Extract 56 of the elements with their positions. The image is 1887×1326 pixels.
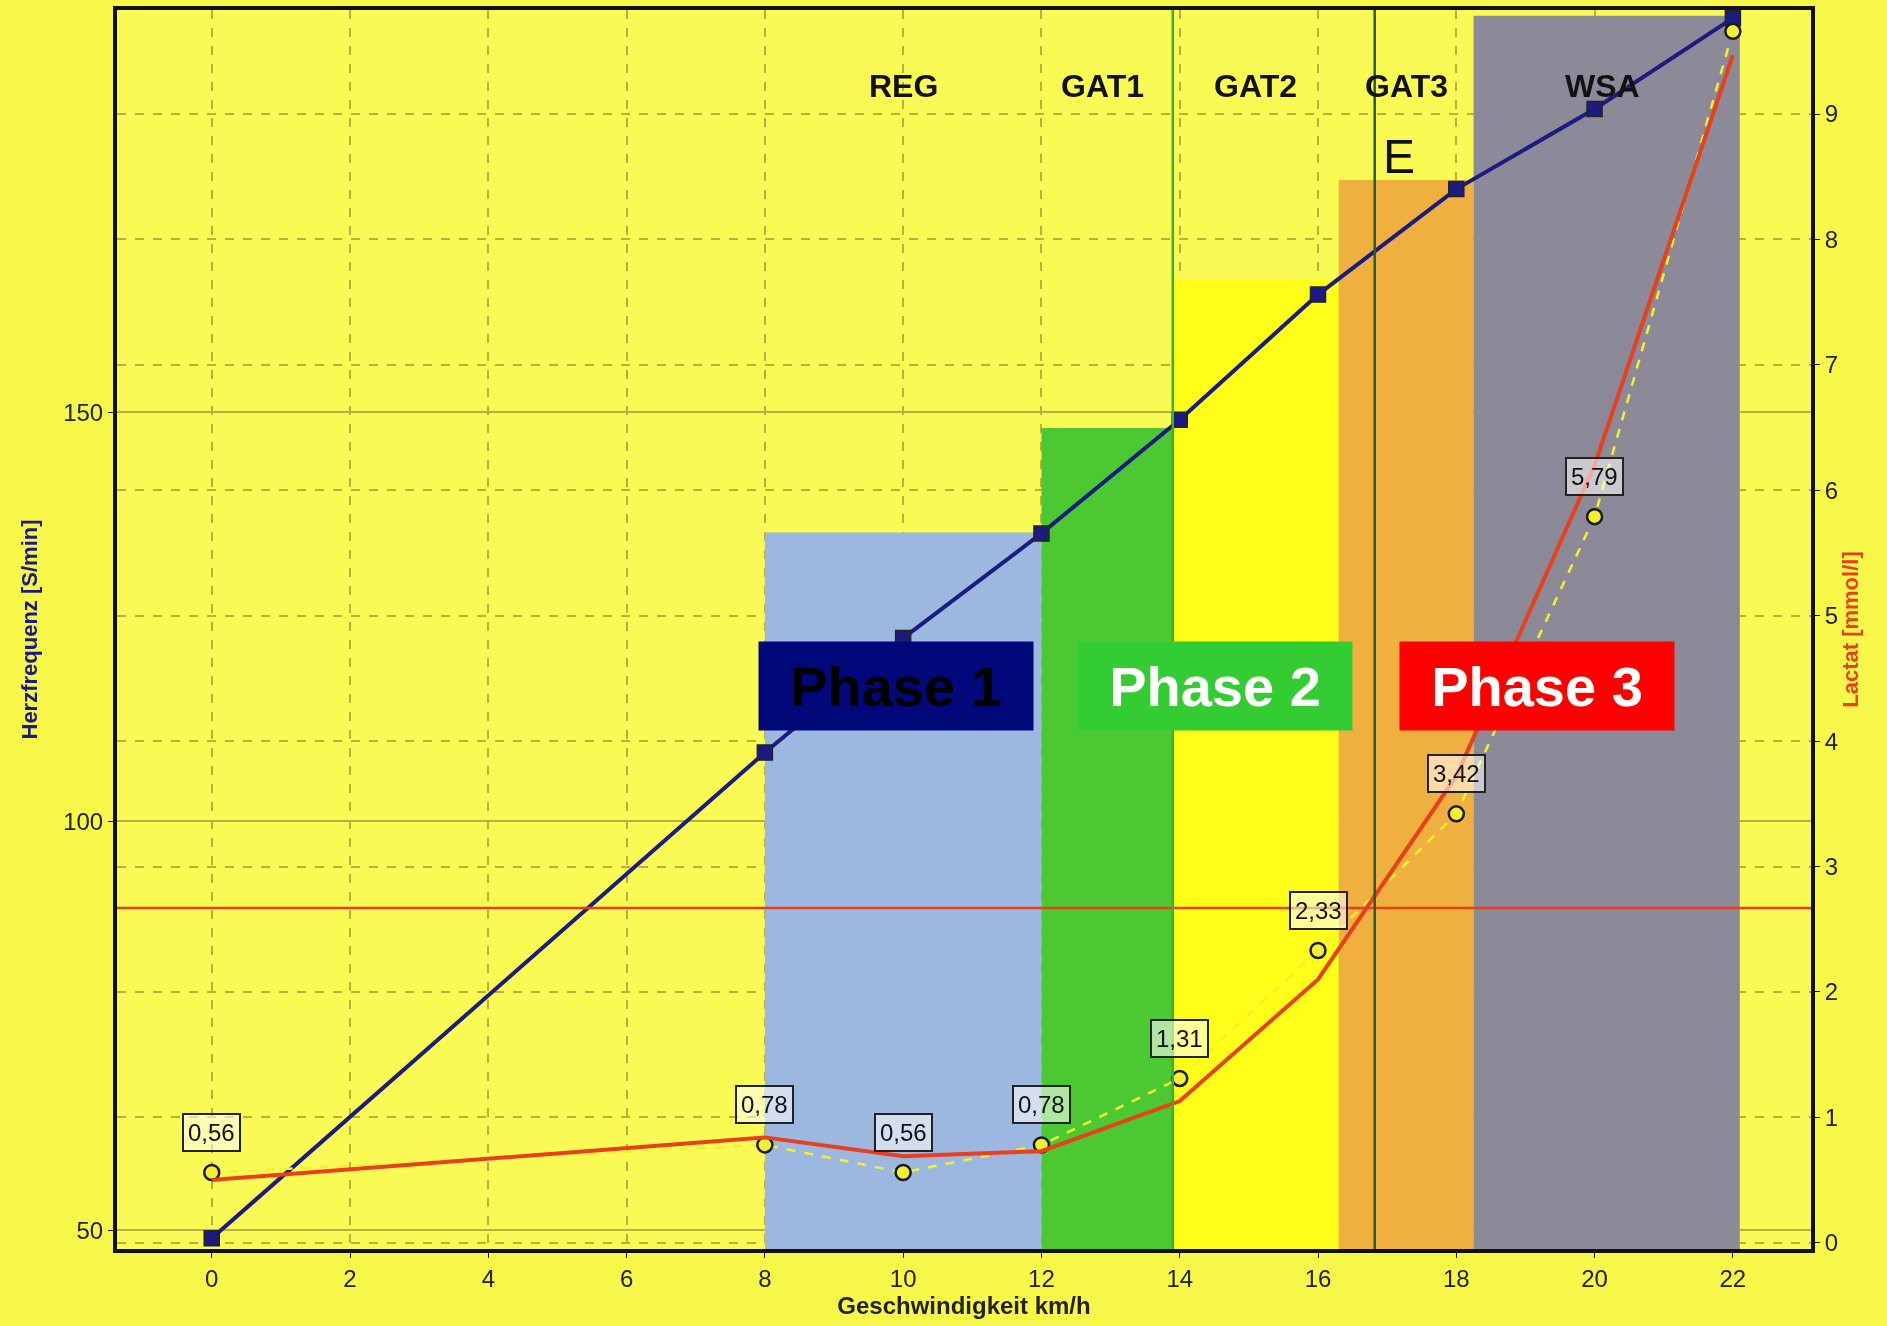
point: [894, 1163, 912, 1182]
x-tick-label: 4: [481, 1264, 495, 1292]
y2-tick-label: 5: [1824, 602, 1839, 630]
point: [1586, 100, 1603, 118]
y-tick-label: 100: [63, 807, 104, 835]
x-tick-label: 0: [205, 1264, 219, 1292]
point: [756, 744, 774, 761]
data-label: 0,78: [1018, 1091, 1065, 1118]
y2-tick-label: 8: [1824, 225, 1839, 253]
x-tick-label: 8: [758, 1264, 772, 1292]
ref-line-label: E: [1383, 130, 1416, 183]
annotation: Phase 1: [790, 654, 1002, 718]
annotation: GAT2: [1214, 68, 1297, 104]
annotation: Phase 2: [1109, 654, 1321, 718]
y-axis-title: Herzfrequenz [S/min]: [17, 519, 43, 740]
y2-tick-label: 9: [1824, 100, 1839, 128]
annotation: GAT1: [1061, 68, 1144, 104]
y2-axis-title: Lactat [mmol/l]: [1838, 551, 1864, 708]
x-tick-label: 22: [1719, 1264, 1747, 1292]
point: [1585, 507, 1604, 526]
x-tick-label: 12: [1028, 1264, 1055, 1292]
data-label: 0,78: [741, 1091, 788, 1118]
x-axis-title: Geschwindigkeit km/h: [837, 1291, 1091, 1319]
y2-tick-label: 4: [1824, 727, 1839, 755]
point: [1033, 525, 1050, 542]
point: [1309, 286, 1327, 303]
data-label: 0,56: [188, 1119, 235, 1146]
data-label: 2,33: [1295, 897, 1342, 924]
point: [1309, 941, 1327, 960]
x-tick-label: 20: [1581, 1264, 1608, 1292]
point: [1170, 1069, 1189, 1088]
point: [1447, 805, 1466, 823]
y2-tick-label: 7: [1824, 351, 1839, 379]
point: [203, 1230, 220, 1247]
y2-tick-label: 2: [1824, 978, 1839, 1006]
x-tick-label: 18: [1442, 1264, 1470, 1292]
y-tick-label: 150: [63, 398, 104, 426]
y-tick-label: 50: [76, 1216, 104, 1244]
y2-tick-label: 3: [1824, 852, 1839, 880]
point: [1448, 180, 1465, 198]
x-tick-label: 6: [619, 1264, 634, 1292]
data-label: 0,56: [880, 1119, 927, 1146]
y2-tick-label: 1: [1824, 1103, 1839, 1131]
point: [1724, 22, 1742, 41]
x-tick-label: 2: [343, 1264, 357, 1292]
x-tick-label: 10: [889, 1264, 917, 1292]
x-tick-label: 16: [1304, 1264, 1332, 1292]
annotation: REG: [869, 68, 939, 104]
y2-tick-label: 6: [1824, 476, 1839, 504]
annotation: Phase 3: [1431, 654, 1643, 718]
data-label: 5,79: [1571, 463, 1618, 490]
data-label: 3,42: [1433, 760, 1480, 787]
data-label: 1,31: [1156, 1025, 1203, 1052]
x-tick-label: 14: [1166, 1264, 1194, 1292]
point: [202, 1163, 221, 1182]
y2-tick-label: 0: [1824, 1229, 1839, 1257]
